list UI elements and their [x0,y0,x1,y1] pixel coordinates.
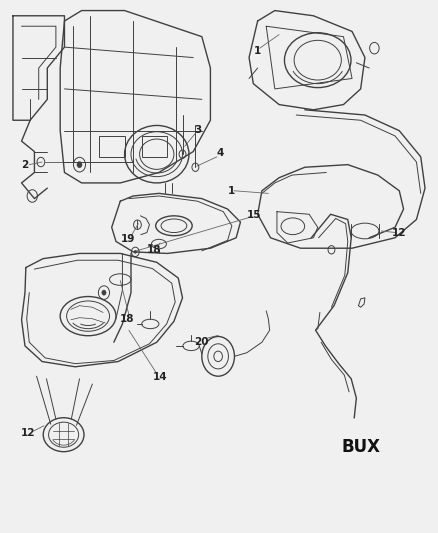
Text: 15: 15 [247,211,261,220]
Text: 18: 18 [146,245,161,255]
Bar [142,136,167,157]
Text: 14: 14 [152,372,167,382]
Text: 1: 1 [227,186,235,196]
Text: 12: 12 [392,228,406,238]
Text: 2: 2 [21,160,28,169]
Text: 20: 20 [194,337,209,347]
Text: 19: 19 [121,235,135,244]
Text: 12: 12 [21,427,35,438]
Circle shape [77,161,82,168]
Circle shape [102,290,106,295]
Text: BUX: BUX [341,438,380,456]
Text: 3: 3 [195,125,202,135]
Bar [99,136,124,157]
Text: 18: 18 [120,314,134,324]
Text: 1: 1 [254,46,261,56]
Text: 4: 4 [216,148,223,158]
Circle shape [134,251,137,254]
